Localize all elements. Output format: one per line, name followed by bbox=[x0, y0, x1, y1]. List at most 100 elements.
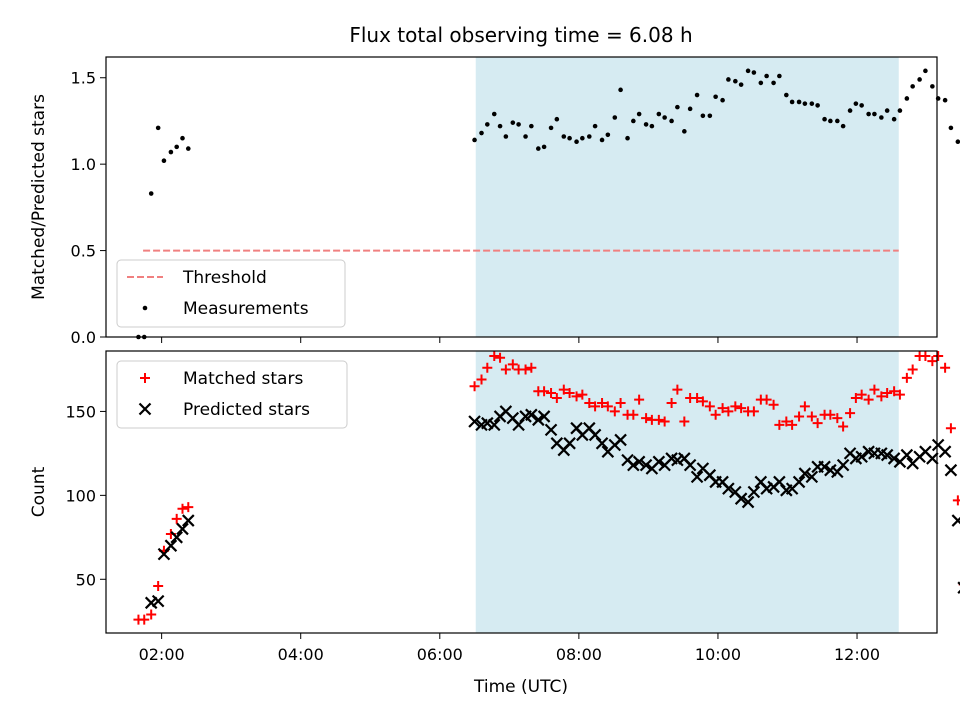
measurement-point bbox=[618, 87, 623, 93]
measurement-point bbox=[879, 115, 884, 120]
measurement-point bbox=[802, 101, 808, 106]
legend-label: Matched stars bbox=[183, 369, 303, 389]
measurement-point bbox=[955, 139, 960, 144]
predicted-star-point bbox=[632, 455, 646, 469]
matched-star-point bbox=[945, 423, 956, 434]
predicted-star-point bbox=[747, 485, 761, 499]
measurement-point bbox=[866, 111, 871, 117]
matched-star-point bbox=[564, 387, 575, 398]
measurement-point bbox=[917, 77, 922, 82]
y-axis-label: Matched/Predicted stars bbox=[29, 94, 49, 300]
matched-star-point bbox=[845, 408, 856, 419]
matched-star-point bbox=[526, 362, 537, 373]
predicted-star-point bbox=[537, 410, 551, 423]
measurement-point bbox=[815, 103, 820, 108]
measurement-point bbox=[174, 144, 179, 150]
matched-star-point bbox=[806, 411, 817, 422]
measurement-point bbox=[168, 149, 174, 155]
measurement-point bbox=[847, 108, 853, 113]
x-tick-label: 02:00 bbox=[139, 645, 185, 664]
matched-star-point bbox=[659, 416, 670, 427]
matched-star-point bbox=[933, 351, 944, 362]
measurement-point bbox=[942, 97, 948, 103]
y-tick-label: 50 bbox=[76, 570, 96, 589]
predicted-star-point bbox=[544, 423, 558, 437]
matched-star-point bbox=[856, 389, 867, 400]
measurement-point bbox=[491, 111, 497, 117]
measurement-point bbox=[930, 84, 935, 89]
matched-star-point bbox=[609, 406, 620, 417]
measurement-point bbox=[771, 80, 776, 86]
predicted-star-point bbox=[182, 514, 195, 527]
measurement-point bbox=[523, 134, 528, 139]
matched-star-point bbox=[551, 393, 562, 403]
matched-star-point bbox=[153, 581, 164, 591]
matched-star-point bbox=[672, 384, 683, 395]
measurement-point bbox=[789, 99, 795, 105]
matched-star-point bbox=[597, 398, 608, 409]
matched-star-point bbox=[723, 406, 734, 417]
legend-label: Threshold bbox=[182, 268, 267, 288]
legend-box bbox=[116, 259, 346, 328]
matched-star-point bbox=[469, 381, 480, 392]
matched-star-point bbox=[876, 391, 887, 402]
matched-star-point bbox=[558, 384, 569, 395]
measurement-point bbox=[897, 108, 903, 113]
measurement-point bbox=[682, 129, 687, 134]
predicted-star-point bbox=[639, 458, 653, 472]
measurement-point bbox=[784, 92, 789, 98]
measurement-point bbox=[625, 135, 630, 141]
measurement-point bbox=[669, 118, 674, 124]
matched-star-point bbox=[781, 416, 792, 427]
matched-star-point bbox=[602, 401, 613, 412]
measurement-point bbox=[840, 123, 846, 129]
legend-label: Predicted stars bbox=[183, 400, 310, 420]
predicted-star-point bbox=[652, 455, 666, 469]
matched-star-point bbox=[539, 386, 550, 397]
measurement-point bbox=[155, 125, 161, 131]
matched-star-point bbox=[146, 609, 157, 620]
matched-star-point bbox=[584, 398, 595, 409]
measurement-point bbox=[948, 125, 954, 131]
measurement-point bbox=[148, 191, 154, 196]
measurement-point bbox=[574, 139, 579, 144]
x-tick-label: 10:00 bbox=[695, 645, 741, 664]
measurement-point bbox=[536, 146, 541, 151]
matched-star-point bbox=[183, 502, 194, 513]
matched-star-point bbox=[710, 409, 721, 420]
legend-plus-symbol bbox=[140, 373, 150, 383]
matched-star-point bbox=[927, 356, 938, 367]
matched-star-point bbox=[952, 495, 960, 506]
matched-star-point bbox=[907, 364, 918, 375]
matched-star-point bbox=[577, 389, 588, 400]
measurement-point bbox=[587, 134, 592, 139]
measurement-point bbox=[631, 118, 636, 124]
measurement-point bbox=[700, 113, 706, 119]
observing-span bbox=[475, 57, 899, 337]
x-tick-label: 06:00 bbox=[417, 645, 463, 664]
predicted-star-point bbox=[487, 418, 501, 432]
measurement-point bbox=[605, 132, 611, 138]
measurement-point bbox=[662, 115, 667, 120]
measurement-point bbox=[687, 106, 693, 112]
predicted-star-point bbox=[944, 463, 958, 477]
measurement-point bbox=[656, 111, 662, 117]
predicted-star-point bbox=[532, 413, 545, 427]
measurement-point bbox=[713, 94, 718, 100]
predicted-star-point bbox=[164, 539, 178, 552]
predicted-star-point bbox=[563, 437, 576, 450]
measurement-point bbox=[541, 144, 547, 150]
predicted-star-point bbox=[951, 514, 960, 527]
predicted-star-point bbox=[595, 437, 609, 450]
matched-star-point bbox=[799, 401, 810, 412]
measurement-point bbox=[745, 68, 751, 74]
measurement-point bbox=[822, 116, 827, 122]
matched-star-point bbox=[641, 413, 652, 424]
measurement-point bbox=[472, 137, 477, 143]
matched-star-point bbox=[679, 416, 690, 427]
predicted-star-point bbox=[176, 522, 189, 536]
matched-star-point bbox=[794, 411, 805, 422]
y-tick-label: 0.5 bbox=[71, 242, 96, 261]
measurement-point bbox=[707, 113, 713, 119]
